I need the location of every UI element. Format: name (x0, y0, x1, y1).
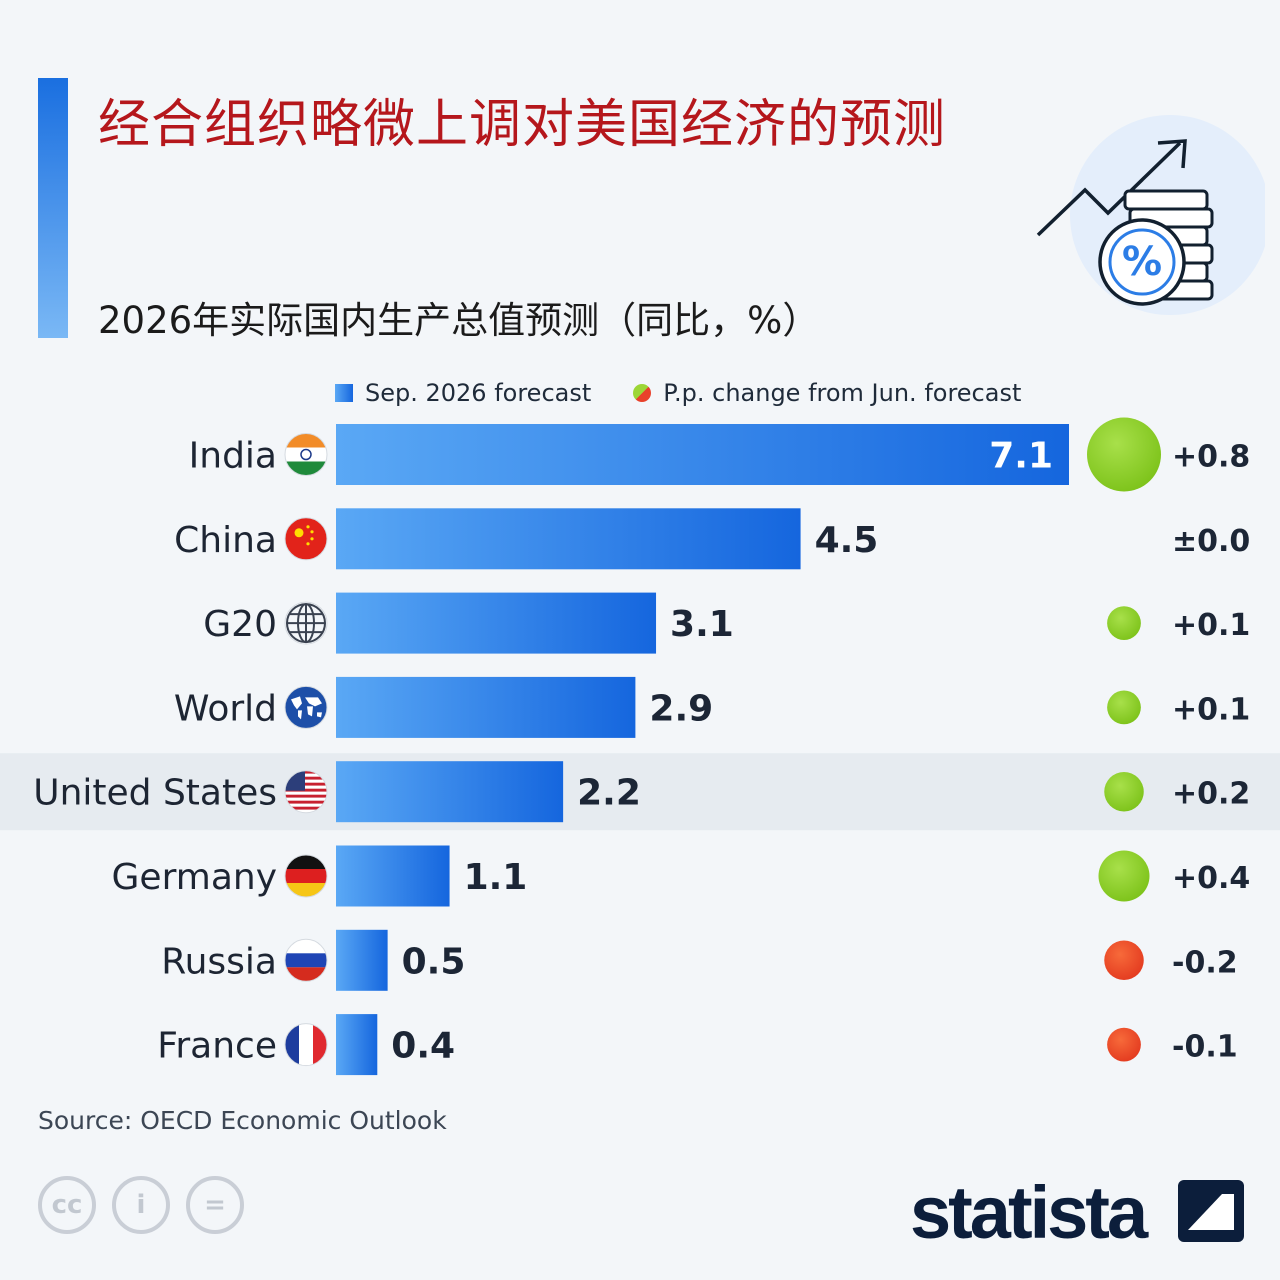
bar-germany (336, 845, 450, 907)
legend-dot-swatch (633, 384, 652, 402)
attribution-icon: i (112, 1176, 170, 1234)
world-map-icon (284, 685, 328, 729)
us-flag-icon (284, 770, 328, 814)
change-label-russia: -0.2 (1172, 945, 1238, 980)
value-label-world: 2.9 (649, 688, 713, 729)
change-label-china: ±0.0 (1172, 524, 1250, 559)
value-label-g20: 3.1 (670, 604, 734, 645)
change-dot-france (1107, 1027, 1141, 1062)
license-icons: cc i = (38, 1176, 244, 1234)
change-label-united-states: +0.2 (1172, 777, 1250, 812)
change-dot-united-states (1104, 771, 1144, 812)
india-flag-icon (284, 433, 328, 476)
category-label-g20: G20 (203, 604, 277, 645)
chart-subtitle: 2026年实际国内生产总值预测（同比，%） (98, 299, 820, 342)
category-label-france: France (157, 1026, 277, 1067)
bar-world (336, 676, 636, 738)
change-label-france: -0.1 (1172, 1030, 1238, 1065)
category-label-india: India (189, 436, 277, 477)
value-label-russia: 0.5 (402, 941, 466, 982)
bar-russia (336, 929, 388, 991)
germany-flag-icon (284, 854, 328, 898)
value-label-united-states: 2.2 (577, 773, 641, 814)
category-label-world: World (174, 688, 277, 729)
france-flag-icon (284, 1023, 328, 1067)
category-label-germany: Germany (112, 857, 277, 898)
change-dot-india (1087, 417, 1161, 492)
change-dot-world (1107, 690, 1141, 725)
chart-legend: Sep. 2026 forecast P.p. change from Jun.… (335, 378, 1021, 408)
value-label-france: 0.4 (391, 1026, 455, 1067)
change-label-g20: +0.1 (1172, 608, 1250, 643)
highlight-row-us (0, 753, 1280, 831)
category-label-united-states: United States (33, 773, 277, 814)
bar-india (336, 424, 1069, 485)
value-label-germany: 1.1 (464, 857, 528, 898)
change-dot-g20 (1107, 606, 1141, 640)
legend-bar-label: Sep. 2026 forecast (365, 379, 592, 407)
bar-france (336, 1014, 378, 1076)
change-dot-germany (1098, 850, 1150, 902)
russia-flag-icon (284, 938, 328, 982)
statista-logo: statista (910, 1171, 1148, 1254)
title-accent-bar (38, 78, 68, 338)
bar-g20 (336, 592, 657, 654)
legend-dot-label: P.p. change from Jun. forecast (663, 379, 1022, 407)
change-label-india: +0.8 (1172, 440, 1250, 475)
value-label-india: 7.1 (989, 436, 1053, 477)
statista-logo-mark (1178, 1180, 1244, 1242)
legend-bar-swatch (335, 384, 353, 402)
change-dot-russia (1104, 940, 1144, 981)
no-derivatives-icon: = (186, 1176, 244, 1234)
china-flag-icon (284, 517, 328, 561)
source-note: Source: OECD Economic Outlook (38, 1106, 447, 1135)
cc-icon: cc (38, 1176, 96, 1234)
bar-united-states (336, 761, 564, 823)
svg-text:%: % (1122, 239, 1162, 285)
growth-percent-icon: % (1036, 115, 1265, 315)
chart-title: 经合组织略微上调对美国经济的预测 (98, 95, 947, 155)
value-label-china: 4.5 (815, 520, 879, 561)
change-label-world: +0.1 (1172, 692, 1250, 727)
change-label-germany: +0.4 (1172, 861, 1250, 896)
category-label-china: China (174, 520, 277, 561)
category-label-russia: Russia (161, 941, 277, 982)
globe-icon (284, 601, 328, 645)
bar-china (336, 508, 801, 570)
